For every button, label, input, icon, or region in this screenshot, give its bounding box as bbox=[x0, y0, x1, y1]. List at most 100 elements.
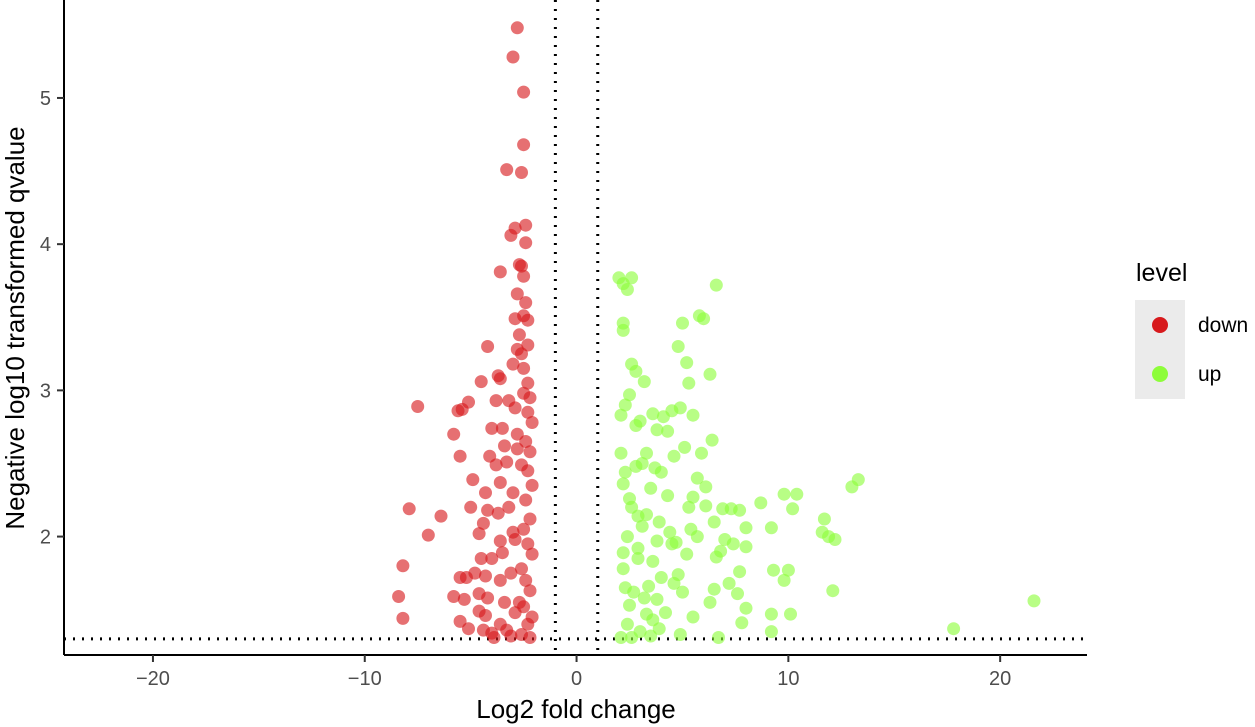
data-point-up bbox=[623, 598, 636, 612]
data-point-down bbox=[495, 421, 509, 435]
legend-dot-up bbox=[1152, 366, 1168, 382]
x-tick-label: −20 bbox=[136, 668, 170, 690]
data-point-down bbox=[519, 573, 533, 587]
data-point-up bbox=[656, 410, 670, 424]
data-point-up bbox=[650, 592, 664, 606]
data-point-up bbox=[817, 512, 831, 526]
data-point-up bbox=[614, 408, 628, 422]
data-point-up bbox=[659, 606, 672, 620]
data-point-down bbox=[466, 473, 480, 487]
data-point-up bbox=[618, 398, 632, 412]
data-point-up bbox=[646, 407, 660, 421]
data-point-down bbox=[498, 439, 511, 453]
points-layer bbox=[392, 21, 1041, 644]
data-point-up bbox=[699, 480, 713, 494]
data-point-down bbox=[479, 609, 492, 622]
y-tick-label: 2 bbox=[40, 527, 51, 549]
data-point-down bbox=[504, 566, 518, 580]
data-point-down bbox=[493, 476, 507, 489]
data-point-down bbox=[508, 312, 522, 326]
data-point-up bbox=[616, 323, 630, 337]
data-point-up bbox=[631, 541, 645, 555]
data-point-up bbox=[703, 595, 717, 609]
data-point-up bbox=[764, 607, 778, 621]
data-point-down bbox=[464, 500, 478, 514]
data-point-up bbox=[667, 449, 681, 463]
data-point-up bbox=[640, 446, 653, 460]
data-point-up bbox=[695, 446, 708, 460]
data-point-down bbox=[468, 566, 482, 580]
data-point-up bbox=[637, 591, 651, 605]
data-point-down bbox=[517, 269, 531, 283]
data-point-down bbox=[521, 376, 535, 390]
data-point-up bbox=[764, 521, 778, 535]
data-point-down bbox=[474, 552, 488, 565]
data-point-down bbox=[517, 361, 531, 375]
data-point-up bbox=[784, 607, 797, 621]
data-point-down bbox=[462, 622, 475, 636]
data-point-up bbox=[652, 622, 666, 636]
data-point-up bbox=[616, 562, 630, 576]
data-point-up bbox=[726, 537, 740, 551]
data-point-down bbox=[521, 617, 535, 631]
data-point-up bbox=[828, 533, 842, 546]
data-point-down bbox=[508, 533, 522, 546]
x-axis-ticks: −20 −10 0 10 20 bbox=[136, 655, 1011, 690]
data-point-up bbox=[712, 631, 725, 644]
data-point-down bbox=[519, 493, 533, 507]
data-point-up bbox=[947, 622, 961, 636]
data-point-up bbox=[614, 446, 628, 460]
reference-lines bbox=[64, 0, 1087, 655]
data-point-down bbox=[525, 547, 539, 561]
data-point-up bbox=[673, 628, 687, 641]
data-point-up bbox=[665, 537, 679, 551]
data-point-up bbox=[845, 480, 859, 494]
data-point-up bbox=[739, 521, 753, 535]
data-point-up bbox=[709, 550, 723, 564]
data-point-down bbox=[504, 228, 518, 242]
data-point-up bbox=[661, 489, 675, 503]
data-point-up bbox=[709, 278, 723, 292]
data-point-down bbox=[517, 85, 531, 99]
data-point-down bbox=[506, 486, 520, 500]
data-point-down bbox=[411, 400, 425, 413]
legend: level down up bbox=[1135, 259, 1248, 399]
data-point-up bbox=[733, 565, 747, 579]
legend-title: level bbox=[1136, 259, 1187, 287]
data-point-up bbox=[644, 629, 658, 643]
data-point-up bbox=[680, 547, 694, 561]
data-point-down bbox=[523, 512, 537, 526]
data-point-up bbox=[616, 477, 630, 491]
data-point-down bbox=[517, 138, 531, 152]
data-point-up bbox=[625, 631, 639, 644]
data-point-up bbox=[678, 440, 692, 454]
x-tick-label: 10 bbox=[777, 668, 799, 690]
data-point-down bbox=[500, 455, 514, 469]
legend-dot-down bbox=[1152, 317, 1168, 333]
data-point-up bbox=[614, 631, 628, 644]
data-point-up bbox=[676, 585, 689, 599]
data-point-down bbox=[481, 503, 495, 517]
data-point-up bbox=[635, 519, 649, 533]
data-point-up bbox=[686, 408, 700, 422]
data-point-up bbox=[722, 576, 736, 590]
data-point-down bbox=[517, 386, 531, 400]
data-point-down bbox=[485, 421, 499, 435]
data-point-down bbox=[453, 449, 467, 463]
data-point-down bbox=[512, 328, 526, 342]
data-point-down bbox=[521, 464, 535, 478]
x-tick-label: 0 bbox=[571, 668, 582, 690]
data-point-down bbox=[472, 527, 486, 541]
y-axis-title: Negative log10 transformed qvalue bbox=[0, 126, 30, 529]
data-point-down bbox=[479, 569, 492, 583]
data-point-down bbox=[502, 500, 516, 514]
data-point-down bbox=[519, 218, 533, 232]
data-point-up bbox=[724, 502, 738, 516]
data-point-down bbox=[515, 166, 528, 179]
data-point-up bbox=[620, 617, 634, 631]
y-tick-label: 3 bbox=[40, 380, 51, 402]
data-point-down bbox=[493, 534, 507, 548]
data-point-up bbox=[676, 316, 689, 330]
axes bbox=[63, 0, 1087, 656]
data-point-up bbox=[707, 515, 721, 529]
